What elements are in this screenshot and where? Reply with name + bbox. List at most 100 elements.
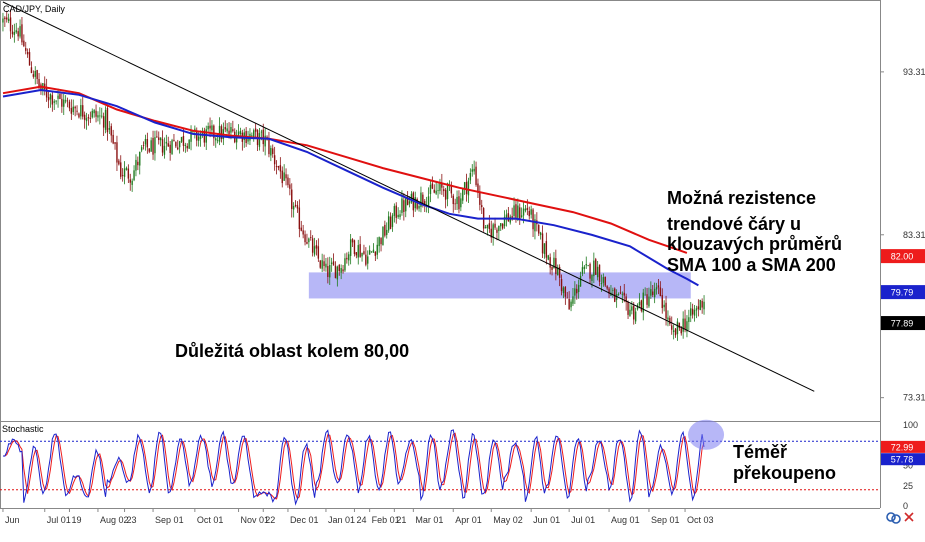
candle (454, 198, 456, 210)
candle-body (564, 286, 567, 297)
candle (443, 185, 445, 197)
time-axis-tick-label: Jul 01 (47, 515, 71, 525)
candle (285, 168, 287, 186)
candle-body (408, 201, 411, 204)
candle (118, 158, 120, 166)
candle-body (89, 118, 92, 119)
candle (2, 12, 4, 32)
candle (89, 111, 92, 123)
candle (416, 197, 418, 211)
candle-body (21, 24, 23, 43)
candle-body (23, 40, 25, 47)
candle (349, 234, 352, 265)
candle-body (519, 207, 521, 219)
candle-body (644, 294, 646, 296)
candle-body (321, 260, 323, 269)
candle (549, 253, 551, 275)
candle-body (418, 205, 420, 209)
candle-body (348, 254, 350, 261)
candle (76, 105, 78, 116)
candle-body (558, 266, 561, 278)
time-axis-tick-label: Jul 01 (571, 515, 595, 525)
candle-body (579, 275, 582, 287)
time-axis-tick-label: 22 (265, 515, 275, 525)
candle (652, 285, 654, 298)
candle-body (703, 301, 705, 310)
candle (336, 265, 339, 287)
candle (310, 230, 312, 241)
candle (397, 207, 399, 219)
candle (308, 237, 310, 248)
candle (116, 135, 118, 172)
candle (623, 283, 625, 303)
candle (49, 93, 52, 108)
candle (165, 134, 168, 151)
candle (4, 16, 6, 27)
candle (355, 252, 358, 259)
candle (568, 291, 570, 310)
candle (458, 190, 460, 214)
candle (311, 235, 314, 257)
candle-body (199, 135, 202, 139)
candle-body (9, 17, 12, 32)
candle (560, 274, 563, 296)
candle-body (349, 239, 352, 256)
candle-body (591, 274, 593, 281)
candle (633, 302, 635, 325)
candle-body (625, 296, 627, 303)
candle-body (406, 197, 409, 206)
candle-body (296, 205, 299, 209)
candle (106, 105, 109, 141)
candle-body (471, 169, 473, 172)
candle-body (95, 110, 97, 117)
time-axis-tick-label: Sep 01 (155, 515, 184, 525)
candle (583, 265, 586, 274)
candle (507, 207, 510, 222)
candle-body (159, 137, 162, 141)
candle-body (374, 251, 377, 256)
candle-body (211, 125, 213, 131)
candle (327, 257, 329, 284)
candle-body (509, 216, 511, 223)
candle (655, 282, 658, 295)
candle (253, 128, 255, 142)
candle (401, 190, 403, 216)
candle (576, 284, 578, 300)
candle-body (220, 126, 223, 139)
candle (562, 286, 565, 299)
candle (144, 134, 147, 151)
candle (34, 66, 36, 85)
candle-body (633, 305, 635, 320)
candle-body (665, 302, 667, 319)
overbought-highlight (688, 419, 725, 450)
close-panel-icon[interactable] (904, 512, 914, 522)
candle (281, 166, 283, 188)
candle (519, 203, 521, 225)
candle-body (294, 204, 297, 206)
candle (61, 93, 63, 113)
candle (370, 251, 373, 253)
candle-body (28, 52, 31, 66)
candle-body (640, 300, 643, 311)
candle (393, 203, 396, 223)
candle-body (443, 189, 445, 192)
candle-body (496, 229, 498, 233)
candle-body (370, 251, 373, 253)
candle-body (378, 237, 380, 247)
candle-body (102, 116, 105, 128)
sync-icon[interactable] (886, 512, 901, 524)
candle (676, 318, 679, 341)
candle-body (101, 115, 103, 117)
candle-body (253, 130, 255, 137)
candle (6, 10, 8, 23)
candle-body (298, 207, 301, 230)
candle (9, 9, 12, 39)
candle (131, 178, 133, 192)
candle-body (313, 246, 316, 255)
candle-body (636, 304, 639, 310)
candle-body (479, 192, 481, 205)
candle (353, 239, 356, 257)
candle (93, 108, 95, 118)
candle-body (190, 129, 192, 142)
candle (7, 13, 10, 24)
